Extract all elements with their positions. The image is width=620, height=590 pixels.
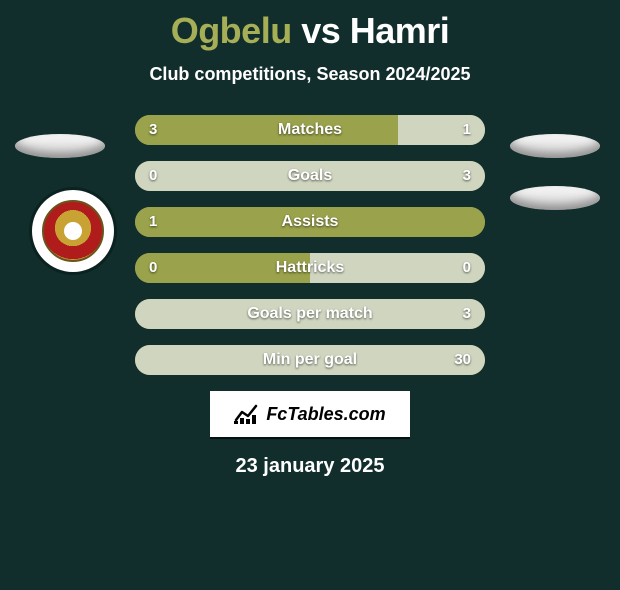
- player2-club-placeholder: [510, 186, 600, 210]
- club-badge-icon: [42, 200, 104, 262]
- stat-bar-right: [135, 345, 485, 375]
- subtitle: Club competitions, Season 2024/2025: [0, 64, 620, 85]
- player1-avatar-placeholder: [15, 134, 105, 158]
- stat-bar-right: [135, 161, 485, 191]
- stat-row: 3Matches1: [135, 115, 485, 145]
- player1-name: Ogbelu: [171, 10, 292, 51]
- player2-avatar-placeholder: [510, 134, 600, 158]
- stat-bar-left: [135, 115, 398, 145]
- stat-row: Min per goal30: [135, 345, 485, 375]
- player1-club-badge: [32, 190, 114, 272]
- player2-name: Hamri: [350, 10, 450, 51]
- stat-bar-left: [135, 253, 310, 283]
- stat-bar-right: [310, 253, 485, 283]
- branding-text: FcTables.com: [266, 404, 385, 425]
- vs-text: vs: [301, 10, 340, 51]
- branding-banner: FcTables.com: [210, 391, 410, 437]
- stat-bar-right: [135, 299, 485, 329]
- stat-bar-right: [398, 115, 486, 145]
- footer-date: 23 january 2025: [0, 455, 620, 478]
- stat-bar-left: [135, 207, 485, 237]
- stat-row: 0Hattricks0: [135, 253, 485, 283]
- stat-row: 1Assists: [135, 207, 485, 237]
- comparison-title: Ogbelu vs Hamri: [0, 10, 620, 52]
- fctables-logo-icon: [234, 404, 260, 424]
- stats-container: 3Matches1 0Goals3 1Assists 0Hattricks0 Goals…: [135, 115, 485, 375]
- stat-row: Goals per match3: [135, 299, 485, 329]
- stat-row: 0Goals3: [135, 161, 485, 191]
